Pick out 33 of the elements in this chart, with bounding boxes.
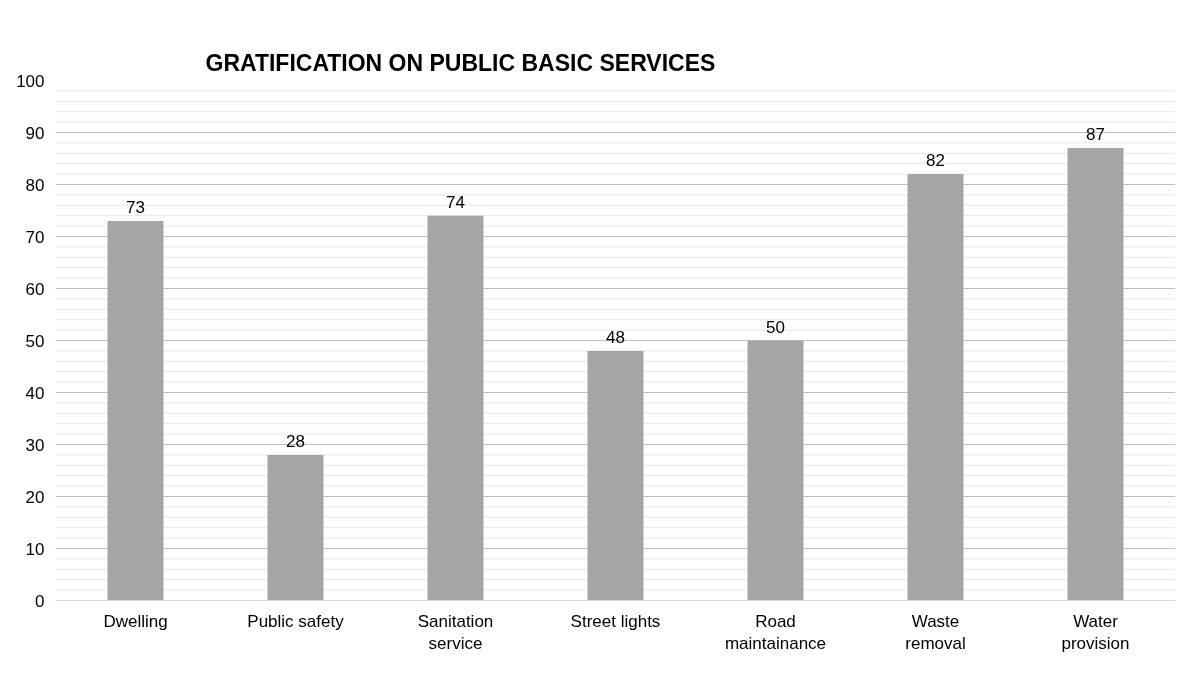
y-tick-label: 10: [25, 539, 45, 559]
bar: [587, 350, 644, 601]
x-tick-label: Sanitation service: [417, 611, 494, 654]
bar: [107, 220, 164, 601]
data-label: 28: [286, 431, 305, 451]
bar: [427, 215, 484, 601]
y-tick-label: 70: [25, 227, 45, 247]
data-label: 48: [606, 327, 625, 347]
y-tick-label: 60: [25, 279, 45, 299]
y-tick-label: 40: [25, 383, 45, 403]
y-tick-label: 20: [25, 487, 45, 507]
y-tick-label: 80: [25, 175, 45, 195]
y-tick-label: 30: [25, 435, 45, 455]
bar: [747, 340, 804, 601]
x-tick-label: Street lights: [570, 611, 661, 631]
bar: [907, 174, 964, 601]
x-tick-label: Water provision: [1061, 611, 1130, 654]
data-label: 50: [766, 317, 785, 337]
bar: [1067, 148, 1124, 601]
x-tick-label: Waste removal: [905, 611, 966, 654]
chart-title: GRATIFICATION ON PUBLIC BASIC SERVICES: [205, 49, 716, 76]
x-tick-label: Public safety: [247, 611, 345, 631]
y-tick-label: 0: [35, 591, 45, 611]
x-tick-label: Dwelling: [103, 611, 168, 631]
data-label: 87: [1086, 125, 1105, 145]
data-label: 82: [926, 151, 945, 171]
bar: [267, 454, 324, 601]
data-label: 73: [126, 197, 145, 217]
y-tick-label: 100: [16, 71, 45, 91]
y-tick-label: 90: [25, 123, 45, 143]
x-tick-label: Road maintainance: [724, 611, 827, 654]
data-label: 74: [446, 192, 465, 212]
y-tick-label: 50: [25, 331, 45, 351]
